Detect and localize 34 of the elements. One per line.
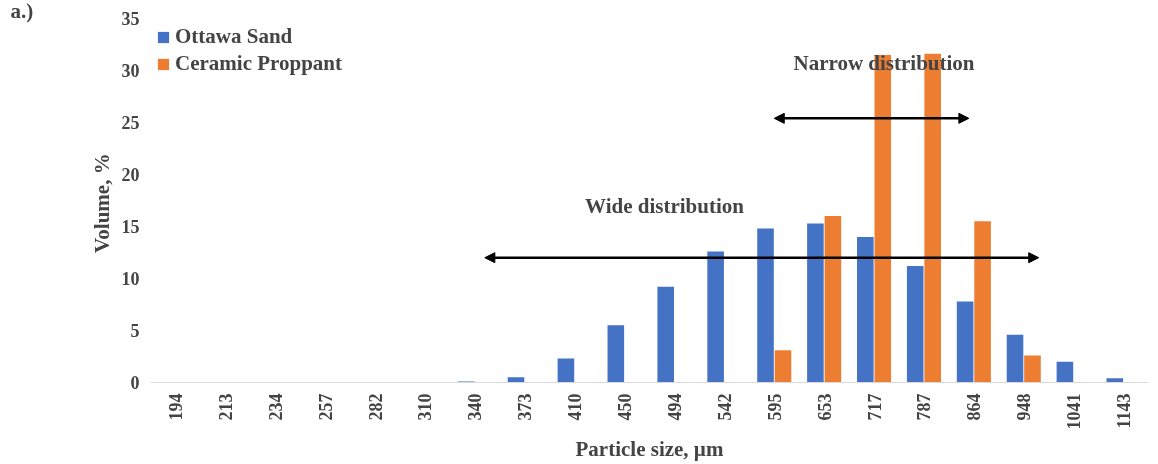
x-tick-label: 373 [515,393,536,421]
y-tick-label: 15 [121,217,140,237]
text: a.) [10,0,34,23]
x-tick-label: 595 [764,393,785,421]
x-tick-label: 494 [664,393,685,421]
x-tick-label: 310 [415,393,436,421]
x-tick-label: 787 [914,393,935,421]
x-tick-label: 864 [964,393,985,421]
y-tick-label: 10 [121,269,140,289]
x-tick-label: 410 [565,393,586,421]
x-tick-label: 542 [714,393,735,421]
x-tick-label: 450 [615,393,636,421]
x-tick-label: 213 [215,393,236,421]
x-axis-title: Particle size, µm [575,437,724,462]
x-tick-label: 1041 [1064,393,1085,430]
y-tick-label: 5 [130,321,140,341]
y-tick-label: 0 [130,373,140,393]
y-tick-label: 35 [121,9,140,29]
legend-label: Ottawa Sand [175,24,293,49]
x-tick-label: 717 [864,393,885,421]
x-tick-label: 194 [165,393,186,421]
x-tick-label: 948 [1014,393,1035,421]
y-axis-title: Volume, % [89,153,114,253]
x-tick-label: 1143 [1114,393,1135,429]
x-tick-label: 653 [814,393,835,421]
x-tick-label: 257 [315,393,336,421]
y-tick-label: 25 [121,113,140,133]
x-tick-label: 340 [465,393,486,421]
x-tick-label: 282 [365,393,386,421]
y-tick-label: 30 [121,61,140,81]
annotation: Wide distribution [585,194,745,219]
y-tick-label: 20 [121,165,140,185]
legend-label: Ceramic Proppant [175,51,343,76]
x-tick-label: 234 [265,393,286,421]
